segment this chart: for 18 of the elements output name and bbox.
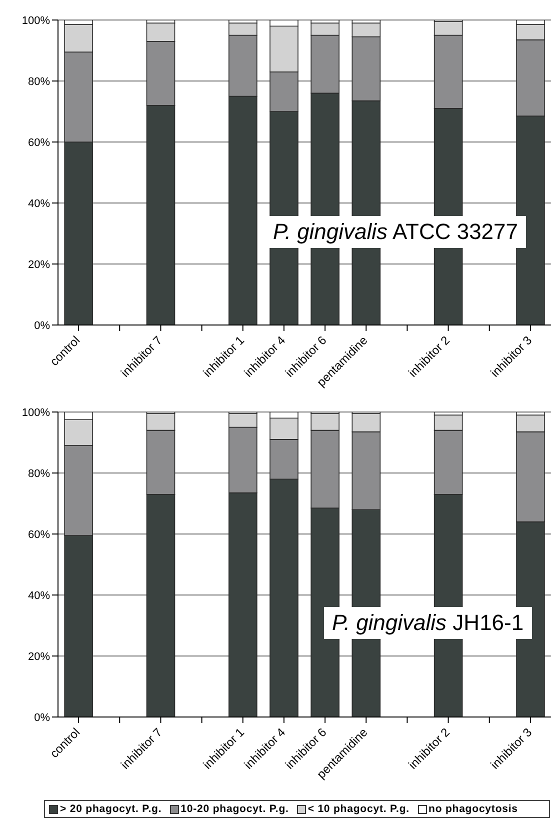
- y-tick-label: 20%: [28, 258, 50, 271]
- annotation: P. gingivalis JH16-1: [324, 607, 532, 639]
- y-tick-label: 60%: [28, 528, 50, 541]
- annotation: P. gingivalis ATCC 33277: [265, 216, 526, 248]
- y-tick-label: 40%: [28, 590, 50, 602]
- legend-label: 10-20 phagocyt. P.g.: [180, 803, 289, 815]
- legend-label: < 10 phagocyt. P.g.: [308, 803, 410, 815]
- y-tick-label: 0%: [34, 320, 50, 332]
- y-tick-label: 100%: [22, 14, 50, 27]
- y-tick-label: 20%: [28, 650, 50, 663]
- y-tick-label: 80%: [28, 468, 50, 480]
- y-tick-label: 60%: [28, 136, 50, 149]
- y-tick-label: 0%: [34, 712, 50, 724]
- y-tick-label: 40%: [28, 198, 50, 210]
- y-tick-label: 80%: [28, 76, 50, 88]
- y-tick-label: 100%: [22, 406, 50, 419]
- legend-label: no phagocytosis: [428, 803, 518, 815]
- legend-label: > 20 phagocyt. P.g.: [60, 803, 162, 815]
